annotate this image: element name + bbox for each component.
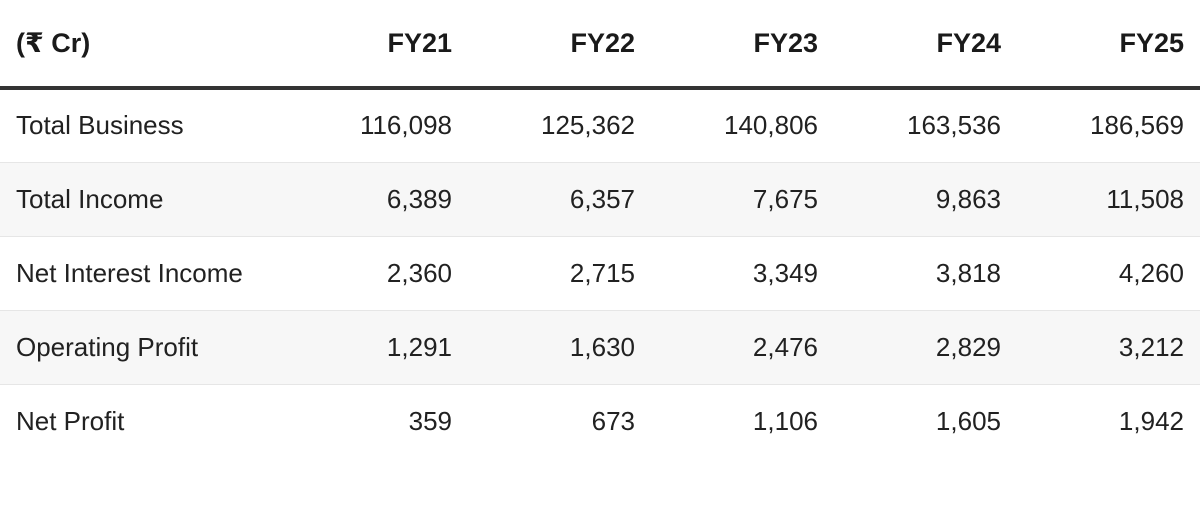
- table-cell: 673: [591, 405, 635, 436]
- table-cell: 140,806: [651, 88, 834, 163]
- row-label: Total Income: [0, 162, 285, 237]
- table-cell: 1,942: [1118, 405, 1184, 436]
- table-cell: 125,362: [468, 88, 651, 163]
- header-fy22: FY22: [468, 0, 651, 90]
- table-cell: 3,212: [1017, 310, 1200, 385]
- row-label: Total Business: [0, 88, 285, 163]
- row-label: Net Interest Income: [0, 236, 285, 311]
- table-cell: 2,476: [651, 310, 834, 385]
- header-fy21: FY21: [285, 0, 468, 90]
- table-cell: 11,508: [1017, 162, 1200, 237]
- table-cell: 3,818: [834, 236, 1017, 311]
- table-header-row: (₹ Cr) FY21 FY22 FY23 FY24 FY25: [0, 0, 1200, 90]
- table-cell: 9,863: [834, 162, 1017, 237]
- table-cell: 359: [408, 405, 452, 436]
- table-row: Operating Profit 1,291 1,630 2,476 2,829…: [0, 310, 1200, 385]
- row-label: Operating Profit: [0, 310, 285, 385]
- header-fy25: FY25: [1017, 0, 1200, 90]
- table-cell: 4,260: [1017, 236, 1200, 311]
- table-cell: 7,675: [651, 162, 834, 237]
- table-cell: 163,536: [834, 88, 1017, 163]
- header-fy23: FY23: [651, 0, 834, 90]
- table-cell: 116,098: [285, 88, 468, 163]
- table-row: Net Profit 359 673 1,106 1,605 1,942: [0, 384, 1200, 458]
- table-cell: 2,360: [285, 236, 468, 311]
- table-cell: 1,605: [935, 405, 1001, 436]
- table-row: Net Interest Income 2,360 2,715 3,349 3,…: [0, 236, 1200, 311]
- table-cell: 6,357: [468, 162, 651, 237]
- table-cell: 186,569: [1017, 88, 1200, 163]
- table-cell: 1,630: [468, 310, 651, 385]
- table-cell: 3,349: [651, 236, 834, 311]
- table-cell: 2,715: [468, 236, 651, 311]
- financials-table: (₹ Cr) FY21 FY22 FY23 FY24 FY25 Total Bu…: [0, 0, 1200, 458]
- row-label: Net Profit: [16, 405, 125, 436]
- table-cell: 1,106: [752, 405, 818, 436]
- table-cell: 6,389: [285, 162, 468, 237]
- header-fy24: FY24: [834, 0, 1017, 90]
- table-cell: 2,829: [834, 310, 1017, 385]
- table-cell: 1,291: [285, 310, 468, 385]
- table-row: Total Business 116,098 125,362 140,806 1…: [0, 88, 1200, 163]
- table-row: Total Income 6,389 6,357 7,675 9,863 11,…: [0, 162, 1200, 237]
- header-unit: (₹ Cr): [0, 0, 285, 90]
